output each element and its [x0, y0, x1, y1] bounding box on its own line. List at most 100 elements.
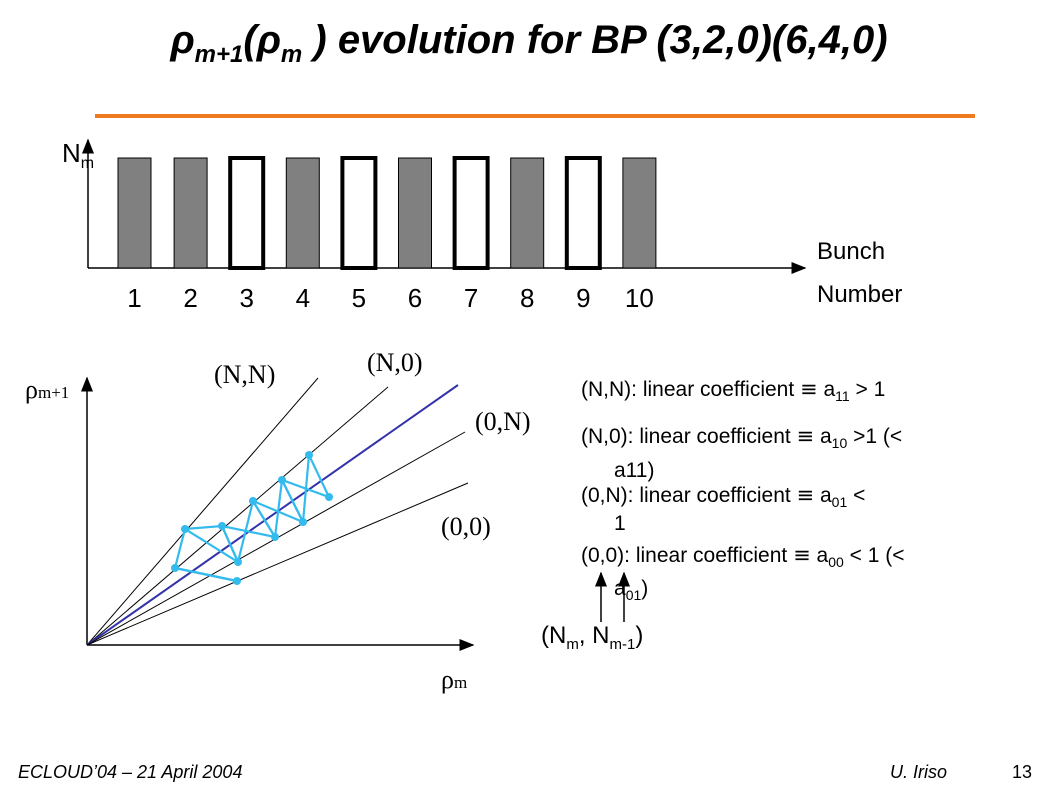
- bunch-number-4: 4: [295, 283, 311, 313]
- iteration-point: [234, 558, 242, 566]
- bunch-number-7: 7: [463, 283, 479, 313]
- bunch-bar-8: [510, 157, 545, 269]
- bunch-bar-3: [228, 156, 266, 270]
- bunch-bar-6: [398, 157, 432, 269]
- bunch-number-2: 2: [183, 283, 198, 313]
- legend-n0-a: a: [814, 425, 832, 448]
- legend-nn-equiv: ≡: [800, 377, 818, 401]
- title-sub-2: m: [280, 41, 303, 68]
- bunch-bar-7: [452, 156, 490, 270]
- line-00: [86, 482, 469, 646]
- bunch-bars: [117, 156, 657, 270]
- slide-title: ρm+1(ρm ) evolution for BP (3,2,0)(6,4,0…: [0, 18, 1058, 69]
- iteration-point: [325, 493, 333, 501]
- legend-00-a: a: [810, 544, 829, 567]
- legend-0n-cont: 1: [614, 512, 626, 535]
- legend-n0-cont: a11): [614, 459, 655, 482]
- legend-line-nn: (N,N): linear coefficient ≡ a11 > 1: [581, 377, 885, 408]
- legend-n0-equiv: ≡: [796, 424, 815, 448]
- title-rho-1: ρ: [170, 18, 195, 62]
- state-label-mid: , N: [578, 622, 610, 649]
- map-iteration-path-2: [174, 566, 238, 583]
- legend-line-0n: (0,N): linear coefficient ≡ a01 <: [581, 483, 865, 514]
- bunch-y-label-main: N: [62, 138, 81, 168]
- legend-00-pre: (0,0): linear coefficient: [581, 544, 794, 567]
- line-nn: [86, 377, 319, 646]
- bunch-bar-2: [173, 157, 208, 269]
- label-n0: (N,0): [367, 348, 423, 377]
- label-0n: (0,N): [475, 407, 531, 436]
- legend-0n-a: a: [814, 484, 832, 507]
- map-iteration-path-3: [184, 454, 311, 566]
- state-label-open: (N: [541, 622, 567, 649]
- bunch-number-6: 6: [407, 283, 423, 313]
- bunch-number-5: 5: [351, 283, 367, 313]
- iteration-point: [299, 518, 307, 526]
- bunch-x-label-1: Bunch: [817, 238, 886, 265]
- title-rho-2: ρ: [256, 18, 281, 62]
- legend-00-sub: 00: [828, 554, 844, 571]
- legend-00-cont-a: a: [614, 577, 626, 600]
- state-label-sub2: m-1: [609, 635, 636, 653]
- legend-00-cont-post: ): [641, 577, 649, 600]
- map-iteration-path: [173, 454, 332, 583]
- legend-nn-post: > 1: [849, 378, 886, 401]
- map-iteration-points: [171, 451, 333, 585]
- iteration-point: [271, 533, 279, 541]
- footer-left: ECLOUD’04 – 21 April 2004: [18, 762, 243, 782]
- legend-00-post: < 1 (<: [843, 544, 905, 567]
- bunch-number-3: 3: [239, 283, 254, 313]
- legend-0n-equiv: ≡: [796, 483, 815, 507]
- label-00: (0,0): [441, 512, 491, 541]
- bunch-y-label-sub: m: [80, 155, 95, 173]
- bunch-bar-9: [564, 156, 602, 270]
- iteration-point: [249, 497, 257, 505]
- map-x-label: ρm: [441, 665, 467, 695]
- state-label: (Nm, Nm-1): [541, 622, 643, 653]
- map-x-label-main: ρ: [441, 665, 454, 694]
- bunch-number-9: 9: [576, 283, 591, 313]
- legend-0n-sub: 01: [831, 494, 848, 511]
- legend-00-cont: a01): [614, 577, 648, 607]
- iteration-point: [305, 451, 313, 459]
- legend-00-equiv: ≡: [793, 543, 811, 567]
- legend-line-00: (0,0): linear coefficient ≡ a00 < 1 (<: [581, 543, 904, 574]
- legend-nn-a: a: [817, 378, 836, 401]
- line-diagonal: [86, 384, 459, 646]
- iteration-point: [171, 564, 179, 572]
- bunch-y-label: Nm: [62, 138, 94, 173]
- bunch-bar-10: [622, 157, 657, 269]
- iteration-point: [233, 577, 241, 585]
- label-nn: (N,N): [214, 360, 276, 389]
- legend-nn-pre: (N,N): linear coefficient: [581, 378, 801, 401]
- iteration-point: [218, 522, 226, 530]
- map-y-label: ρm+1: [25, 375, 69, 405]
- legend-0n-post: <: [847, 484, 866, 507]
- bunch-bar-5: [340, 156, 378, 270]
- bunch-number-1: 1: [127, 283, 142, 313]
- legend-nn-sub: 11: [835, 388, 850, 405]
- bunch-number-8: 8: [519, 283, 535, 313]
- bunch-bar-4: [285, 157, 320, 269]
- title-sub-1: m+1: [194, 41, 244, 68]
- iteration-point: [181, 525, 189, 533]
- legend-line-n0: (N,0): linear coefficient ≡ a10 >1 (<: [581, 424, 902, 455]
- line-n0: [86, 386, 389, 646]
- map-y-label-sub: m+1: [37, 383, 70, 402]
- legend-00-cont-sub: 01: [625, 587, 642, 604]
- legend-n0-sub: 10: [831, 435, 848, 452]
- state-label-sub1: m: [566, 635, 579, 653]
- map-y-label-main: ρ: [25, 375, 38, 404]
- legend-0n-pre: (0,N): linear coefficient: [581, 484, 797, 507]
- title-paren: (: [243, 18, 257, 62]
- iteration-point: [278, 476, 286, 484]
- footer-page: 13: [1012, 762, 1033, 782]
- legend-n0-post: >1 (<: [847, 425, 903, 448]
- map-x-label-sub: m: [453, 673, 468, 692]
- bunch-x-label-2: Number: [817, 281, 903, 308]
- title-rest: ) evolution for BP (3,2,0)(6,4,0): [302, 18, 888, 62]
- legend-n0-pre: (N,0): linear coefficient: [581, 425, 797, 448]
- bunch-bar-1: [117, 157, 152, 269]
- bunch-number-10: 10: [624, 283, 654, 313]
